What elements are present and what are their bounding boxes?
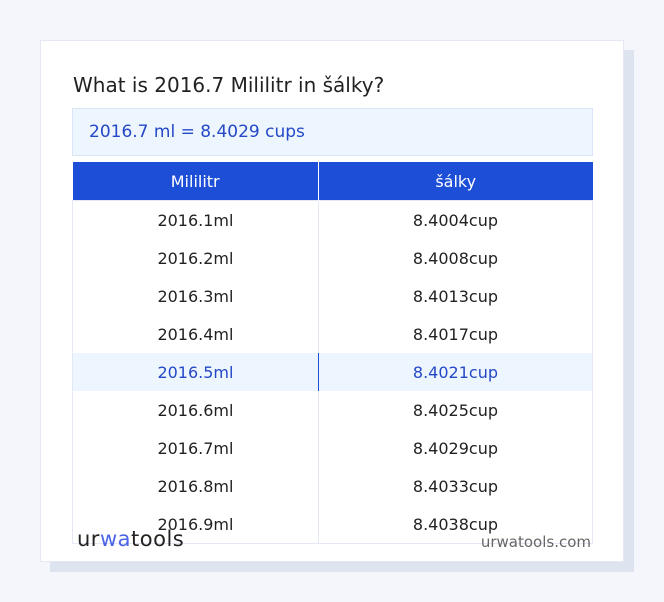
table-row: 2016.9ml 8.4038cup: [72, 505, 593, 544]
mililitr-cell: 2016.7ml: [72, 429, 319, 467]
mililitr-cell: 2016.5ml: [72, 353, 319, 391]
salky-cell: 8.4004cup: [412, 210, 498, 230]
mililitr-cell: 2016.8ml: [72, 467, 319, 505]
table-row: 2016.4ml 8.4017cup: [72, 315, 593, 353]
mililitr-cell: 2016.2ml: [72, 239, 319, 277]
site-link[interactable]: urwatools.com: [480, 533, 591, 551]
salky-cell: 8.4033cup: [412, 476, 498, 496]
mililitr-cell: 2016.6ml: [72, 391, 319, 429]
conversion-result: 2016.7 ml = 8.4029 cups: [72, 108, 593, 156]
mililitr-cell: 2016.3ml: [72, 277, 319, 315]
salky-cell: 8.4038cup: [412, 514, 498, 534]
salky-cell: 8.4017cup: [412, 324, 498, 344]
table-row: 2016.2ml 8.4008cup: [72, 239, 593, 277]
salky-cell: 8.4008cup: [412, 248, 498, 268]
column-header-mililitr: Mililitr: [72, 162, 319, 201]
table-row: 2016.6ml 8.4025cup: [72, 391, 593, 429]
mililitr-cell: 2016.4ml: [72, 315, 319, 353]
mililitr-cell: 2016.1ml: [72, 200, 319, 239]
table-row: 2016.8ml 8.4033cup: [72, 467, 593, 505]
mililitr-cell: 2016.9ml: [72, 505, 319, 544]
salky-cell: 8.4013cup: [412, 286, 498, 306]
salky-cell: 8.4029cup: [412, 438, 498, 458]
salky-cell: 8.4021cup: [318, 353, 593, 391]
urwatools-logo[interactable]: urwatools: [77, 527, 185, 551]
salky-cell: 8.4025cup: [412, 400, 498, 420]
table-row: 2016.3ml 8.4013cup: [72, 277, 593, 315]
conversion-table: Mililitr šálky 2016.1ml 8.4004cup 2016.2ml…: [72, 162, 593, 544]
conversion-card: What is 2016.7 Mililitr in šálky? 2016.7…: [40, 40, 624, 562]
table-row: 2016.7ml 8.4029cup: [72, 429, 593, 467]
table-row: 2016.1ml 8.4004cup: [72, 200, 593, 239]
column-header-salky: šálky: [318, 162, 593, 201]
page-title: What is 2016.7 Mililitr in šálky?: [73, 73, 385, 97]
table-row: 2016.5ml 8.4021cup: [72, 353, 593, 391]
